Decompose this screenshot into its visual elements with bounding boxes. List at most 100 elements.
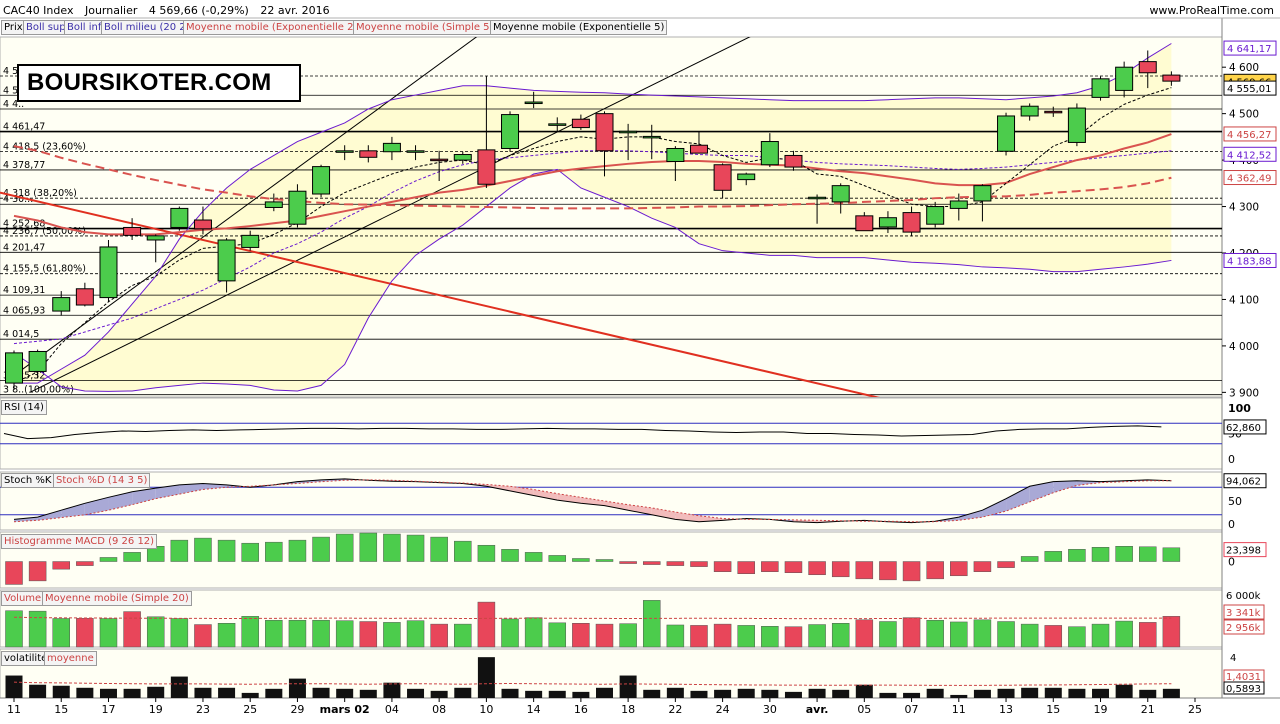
stoch-k-title[interactable]: Stoch %K	[1, 473, 55, 488]
rsi-panel-title[interactable]: RSI (14)	[1, 400, 47, 415]
volume-bar	[973, 619, 992, 648]
volatility-value-box	[1223, 681, 1265, 695]
volatility-bar	[5, 675, 23, 698]
volume-tick-label: 6 000k	[1226, 591, 1261, 602]
macd-bar	[690, 561, 708, 567]
volume-bar	[146, 616, 165, 648]
volume-bar	[335, 620, 354, 648]
price-level-label: 4 236,7 (50,00%)	[3, 226, 86, 237]
macd-bar	[950, 561, 968, 577]
legend-item[interactable]: Boll sup	[23, 20, 69, 35]
volume-bar	[477, 601, 496, 648]
candle	[170, 206, 189, 231]
volume-bar	[454, 623, 472, 648]
volume-bar	[501, 618, 519, 648]
candle	[28, 349, 47, 379]
candle	[548, 117, 567, 132]
x-tick-label: 08	[432, 703, 446, 716]
candle-body	[997, 115, 1016, 152]
x-tick-label: 21	[1141, 703, 1155, 716]
stoch-d-title[interactable]: Stoch %D (14 3 5)	[53, 473, 151, 488]
macd-bar	[902, 561, 921, 582]
volatility-bar	[359, 689, 377, 698]
price-value-label: 4 183,88	[1223, 252, 1277, 268]
volatility-bar	[1162, 688, 1180, 698]
candle-body	[430, 158, 449, 162]
stoch-fill	[1053, 480, 1077, 493]
volatility-bar	[29, 684, 47, 698]
macd-bar	[548, 555, 567, 562]
macd-bar	[52, 561, 70, 570]
candle-body	[548, 123, 567, 126]
candle-body	[1091, 78, 1110, 98]
legend-item[interactable]: Boll milieu (20 2)	[101, 20, 193, 35]
macd-bar	[76, 561, 94, 566]
legend-item[interactable]: Boll inf	[64, 20, 105, 35]
candle-body	[760, 141, 779, 166]
volatility-bar	[997, 688, 1015, 698]
volatility-bar	[548, 690, 566, 698]
volume-bar	[5, 610, 23, 648]
price-value-text: 4 641,17	[1227, 44, 1272, 55]
volatility-bar	[123, 688, 141, 698]
macd-bar	[241, 542, 259, 562]
volume-bar	[831, 623, 850, 648]
volatility-bar	[52, 685, 70, 698]
volume-bar	[76, 618, 94, 648]
x-tick-label: 18	[621, 703, 635, 716]
macd-bar	[595, 559, 614, 562]
volume-bar	[784, 626, 803, 648]
volume-panel-title[interactable]: Volume	[1, 591, 45, 606]
macd-bar	[1091, 547, 1110, 562]
volatility-bar	[926, 688, 944, 698]
candle	[264, 193, 283, 212]
candle-body	[382, 142, 401, 153]
legend-item[interactable]: Prix	[1, 20, 26, 35]
macd-bar	[997, 561, 1015, 568]
last-quote: 4 569,66 (-0,29%)	[148, 4, 249, 17]
volatility-bar	[596, 687, 613, 698]
volume-bar	[950, 621, 968, 648]
volume-bar	[713, 623, 732, 648]
price-level-label: 4 461,47	[3, 122, 45, 133]
candle-body	[75, 288, 94, 306]
stoch-value-box	[1223, 473, 1267, 489]
price-panel: 4 581 (0,00%)4 539,534 4..4 461,474 418,…	[0, 37, 1222, 397]
candle-body	[619, 130, 638, 134]
candle	[123, 218, 142, 240]
candle-body	[99, 246, 118, 299]
volume-value-box	[1223, 604, 1265, 620]
macd-bar	[217, 539, 236, 562]
macd-bar	[855, 561, 874, 580]
volume-bar	[406, 620, 425, 648]
macd-panel-title[interactable]: Histogramme MACD (9 26 12)	[1, 534, 158, 549]
quote-date: 22 avr. 2016	[260, 4, 330, 17]
macd-bar	[99, 557, 118, 562]
legend-item[interactable]: Moyenne mobile (Simple 50)	[353, 20, 503, 35]
volatility-bar	[690, 690, 708, 698]
candle-body	[335, 150, 354, 153]
channel-line-upper	[9, 37, 478, 379]
stoch-fill	[533, 489, 558, 501]
volatility-bar	[99, 688, 117, 698]
legend-item[interactable]: Moyenne mobile (Exponentielle 20)	[183, 20, 367, 35]
volume-bar	[170, 618, 189, 648]
timeframe: Journalier	[84, 4, 138, 17]
candle	[997, 112, 1016, 156]
volatility-bar	[1068, 688, 1086, 698]
legend-item[interactable]: Moyenne mobile (Exponentielle 5)	[490, 20, 668, 35]
volume-ma-title[interactable]: Moyenne mobile (Simple 20)	[42, 591, 192, 606]
candle	[595, 111, 614, 177]
volatility-panel-title[interactable]: volatilité	[1, 651, 51, 666]
macd-bar	[170, 539, 189, 562]
panel-frame	[0, 397, 1223, 470]
macd-bar	[1044, 551, 1063, 562]
volume-bar	[572, 623, 590, 648]
volatility-bar	[170, 676, 188, 698]
volatility-ma-title[interactable]: moyenne	[44, 651, 97, 666]
candle-body	[217, 239, 236, 282]
macd-bar	[501, 549, 519, 562]
candle-body	[359, 150, 378, 158]
candle	[5, 350, 23, 391]
